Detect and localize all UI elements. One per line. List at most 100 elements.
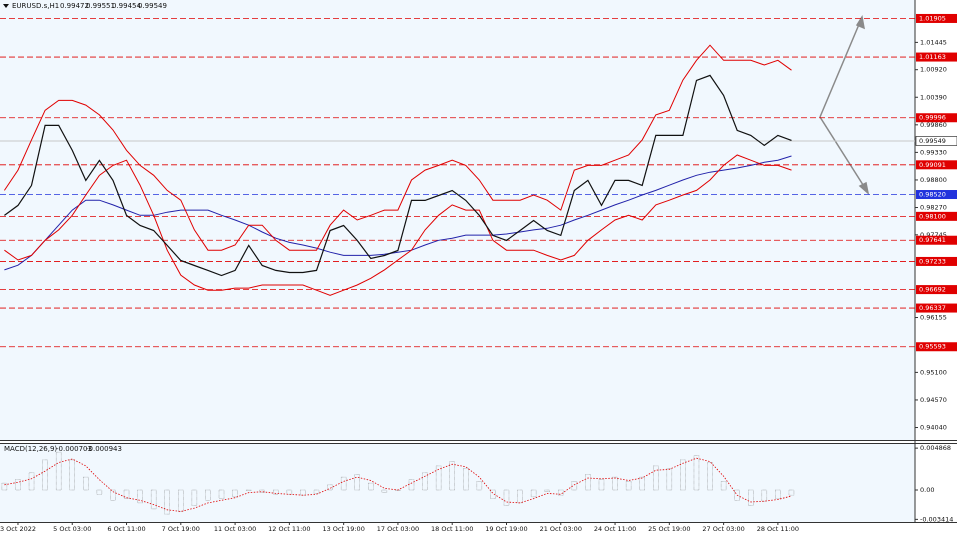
level-label: 0.99091 <box>919 161 946 169</box>
histogram-bar <box>218 489 225 499</box>
histogram-bar <box>530 489 537 498</box>
level-label-box <box>916 113 957 123</box>
histogram-bar <box>83 476 89 491</box>
x-tick-label: 5 Oct 03:00 <box>53 525 91 533</box>
histogram-bar <box>720 481 727 491</box>
level-label-box <box>916 211 957 221</box>
histogram-bar <box>273 489 279 495</box>
histogram-bar <box>15 479 21 491</box>
x-tick-label: 28 Oct 11:00 <box>757 525 799 533</box>
series-line <box>4 155 792 271</box>
y-tick-label: 0.99860 <box>920 121 947 129</box>
histogram-bar <box>544 489 550 492</box>
y-tick-label: 1.00920 <box>920 66 947 74</box>
y-tick-label: 0.00 <box>920 486 934 494</box>
histogram-bar <box>300 489 306 496</box>
histogram-bar <box>164 489 170 515</box>
histogram-bar <box>340 476 347 491</box>
x-tick-label: 27 Oct 03:00 <box>702 525 744 533</box>
histogram-bar <box>205 489 211 501</box>
y-tick-label: 0.97745 <box>920 231 947 239</box>
arrow-up <box>819 21 861 118</box>
histogram-bar <box>313 489 320 494</box>
x-tick-label: 19 Oct 19:00 <box>485 525 527 533</box>
histogram-bar <box>463 468 469 491</box>
x-tick-label: 21 Oct 03:00 <box>540 525 582 533</box>
histogram-bar <box>55 451 62 491</box>
histogram-bar <box>327 484 333 491</box>
histogram-bar <box>775 489 781 499</box>
ohlc-value: 0.99549 <box>138 2 167 10</box>
histogram-bar <box>748 489 754 506</box>
x-tick-label: 11 Oct 03:00 <box>214 525 256 533</box>
y-tick-label: 0.94570 <box>920 396 947 404</box>
histogram-bar <box>408 479 415 491</box>
x-tick-label: 13 Oct 19:00 <box>322 525 364 533</box>
histogram-bar <box>1 482 8 491</box>
histogram-bar <box>259 489 265 493</box>
histogram-bar <box>761 489 768 502</box>
level-label: 1.01905 <box>919 14 946 22</box>
histogram-bar <box>449 461 455 491</box>
level-label-box <box>916 256 957 266</box>
histogram-bar <box>422 472 428 491</box>
menu-icon[interactable] <box>3 4 9 8</box>
current-price-box <box>915 136 957 146</box>
current-price-label: 0.99549 <box>919 137 946 145</box>
histogram-bar <box>734 489 740 501</box>
ohlc-value: 0.99472 <box>60 2 89 10</box>
ohlc-value: 0.99551 <box>86 2 115 10</box>
series-line <box>4 154 792 296</box>
x-tick-label: 17 Oct 03:00 <box>377 525 419 533</box>
level-label: 0.98520 <box>919 191 946 199</box>
y-tick-label: 0.95100 <box>920 368 947 376</box>
series-line <box>4 74 792 277</box>
histogram-bar <box>435 465 442 491</box>
y-tick-label: 0.004868 <box>920 444 951 452</box>
histogram-bar <box>96 489 103 495</box>
histogram-bar <box>666 468 673 491</box>
x-tick-label: 25 Oct 19:00 <box>648 525 690 533</box>
histogram-bar <box>585 474 591 491</box>
macd-value: -0.000703 <box>56 445 92 453</box>
histogram-bar <box>788 489 795 496</box>
x-tick-label: 12 Oct 11:00 <box>268 525 310 533</box>
arrow-head <box>858 181 870 196</box>
level-label-box <box>916 235 957 245</box>
y-tick-label: 1.00390 <box>920 93 947 101</box>
y-tick-label: 0.96155 <box>920 314 947 322</box>
x-tick-label: 18 Oct 11:00 <box>431 525 473 533</box>
y-tick-label: 0.98270 <box>920 204 947 212</box>
histogram-bar <box>191 489 198 506</box>
arrow-down <box>819 116 866 189</box>
arrow-head <box>855 14 865 30</box>
macd-title: MACD(12,26,9) <box>4 445 57 453</box>
macd-value: -0.000943 <box>86 445 122 453</box>
histogram-bar <box>354 474 360 491</box>
y-tick-label: -0.003414 <box>920 515 953 523</box>
histogram-bar <box>476 481 483 491</box>
level-label: 0.95593 <box>919 343 946 351</box>
histogram-bar <box>286 489 293 495</box>
histogram-bar <box>612 476 618 491</box>
histogram-bar <box>558 489 564 496</box>
level-label-box <box>916 190 957 200</box>
level-label: 0.97641 <box>919 236 946 244</box>
histogram-bar <box>490 489 496 499</box>
level-label-box <box>916 303 957 313</box>
level-label: 0.97233 <box>919 257 946 265</box>
histogram-bar <box>178 489 184 512</box>
level-label: 0.99996 <box>919 114 946 122</box>
histogram-bar <box>123 489 130 499</box>
histogram-bar <box>245 489 252 491</box>
level-label-box <box>916 342 957 352</box>
histogram-bar <box>69 459 75 491</box>
histogram-bar <box>232 489 238 498</box>
histogram-bar <box>381 489 388 493</box>
level-label-box <box>916 13 957 23</box>
level-label-box <box>916 285 957 295</box>
y-tick-label: 0.98800 <box>920 176 947 184</box>
histogram-bar <box>693 455 700 491</box>
